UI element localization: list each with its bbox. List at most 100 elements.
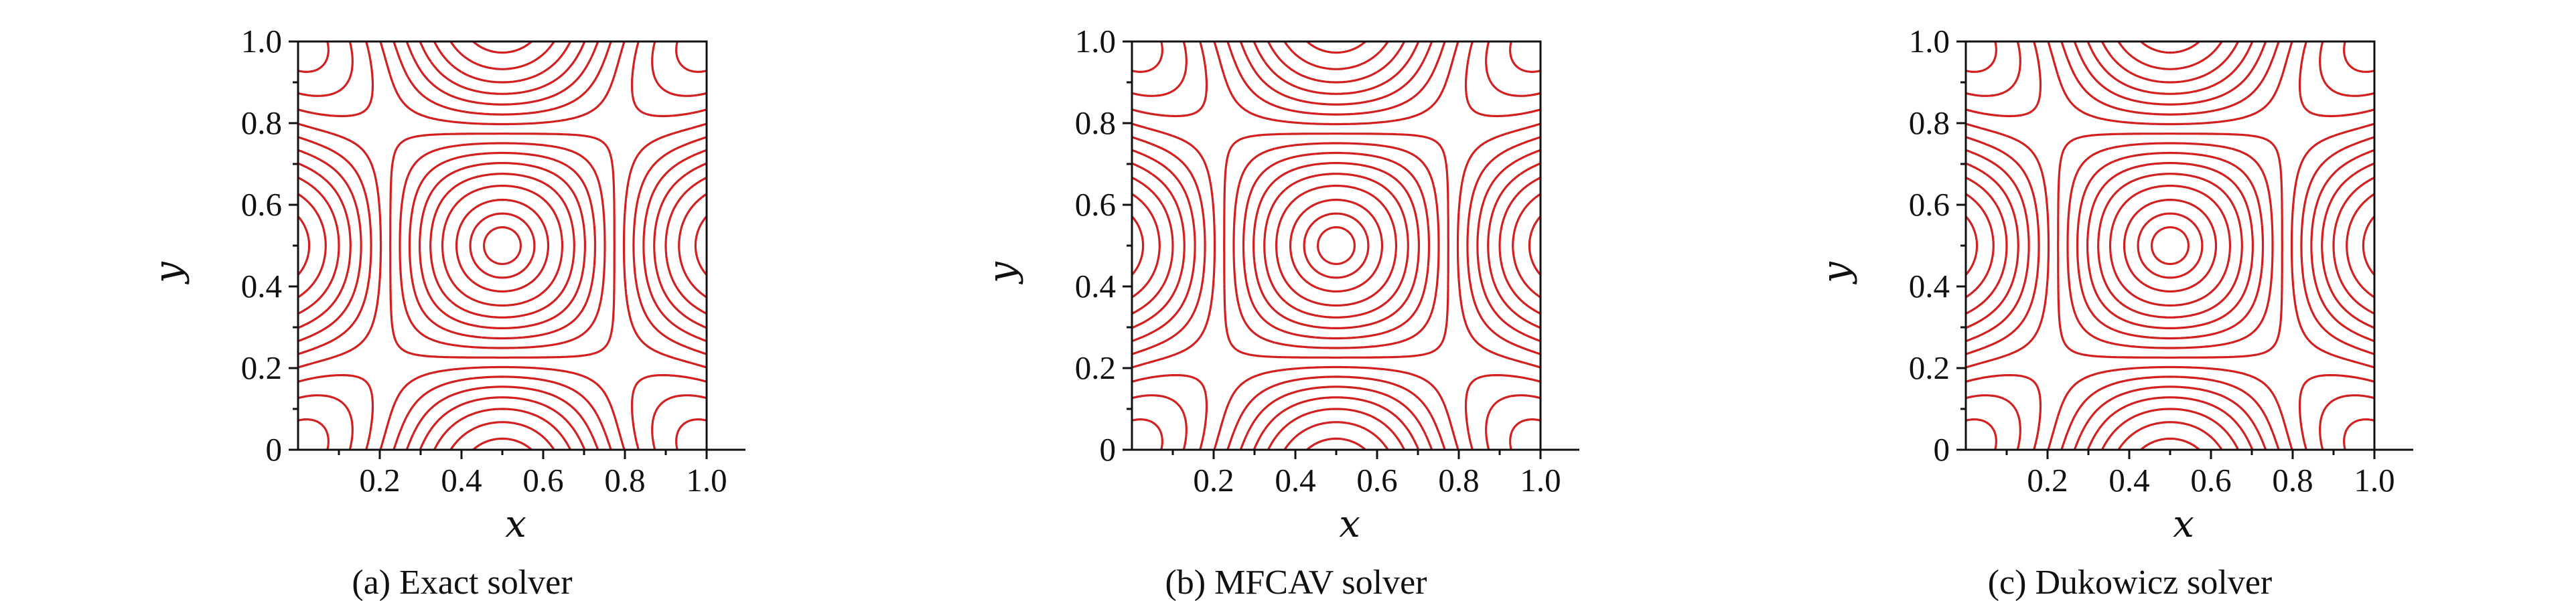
y-tick-label: 1.0: [1075, 23, 1116, 60]
x-tick-label: 1.0: [686, 462, 727, 499]
contour-line: [298, 41, 707, 450]
contour-line: [429, 173, 575, 319]
contour-line: [1132, 41, 1541, 450]
y-tick-label: 0.4: [1075, 268, 1116, 305]
x-tick-label: 0.2: [359, 462, 400, 499]
x-tick-label: 0.6: [522, 462, 563, 499]
contour-line: [1966, 41, 2374, 450]
x-tick-label: 1.0: [1520, 462, 1561, 499]
plot-frame: [1131, 40, 1542, 451]
contour-line: [441, 184, 564, 307]
contour-line: [1132, 41, 1541, 450]
x-tick-label: 0.4: [1275, 462, 1315, 499]
y-axis-title: y: [1814, 261, 1858, 285]
y-tick-label: 0.2: [241, 349, 282, 386]
x-tick-label: 0.8: [1438, 462, 1479, 499]
contour-line: [1263, 173, 1409, 319]
contour-line: [298, 41, 707, 450]
x-tick-label: 1.0: [2354, 462, 2394, 499]
x-axis-title: x: [2173, 503, 2194, 546]
contour-line: [1316, 226, 1356, 266]
contour-line: [298, 41, 707, 450]
y-tick-label: 0.6: [1075, 186, 1116, 223]
contour-line: [1966, 41, 2374, 450]
contour-line: [1289, 198, 1384, 293]
contour-line: [1253, 162, 1420, 329]
y-tick-label: 0: [266, 431, 283, 468]
contour-line: [482, 226, 522, 266]
contour-line: [469, 212, 536, 279]
contour-lines: [298, 41, 707, 450]
panel-caption: (a) Exact solver: [352, 564, 572, 601]
y-axis-title: y: [981, 261, 1024, 285]
y-tick-label: 0.8: [241, 104, 282, 141]
contour-line: [1132, 41, 1541, 450]
y-tick-label: 1.0: [241, 23, 282, 60]
contour-line: [298, 41, 707, 450]
panel-caption: (c) Dukowicz solver: [1988, 564, 2273, 601]
y-tick-label: 0.6: [241, 186, 282, 223]
contour-line: [298, 41, 707, 450]
x-axis-title: x: [1339, 503, 1360, 546]
contour-line: [455, 198, 550, 293]
contour-line: [298, 41, 707, 450]
contour-line: [1966, 41, 2374, 450]
contour-panel: 0.2 0.4 0.6 0.8 1.0 0 0.2 0.4 0.6 0.8 1.0 x y (c) Duk…: [1814, 23, 2413, 601]
contour-panel: 0.2 0.4 0.6 0.8 1.0 0 0.2 0.4 0.6 0.8 1.0 x y (b) MFC…: [981, 23, 1579, 601]
x-tick-label: 0.8: [2272, 462, 2313, 499]
x-axis-title: x: [505, 503, 526, 546]
y-tick-label: 0: [1100, 431, 1117, 468]
contour-line: [2086, 162, 2254, 329]
y-tick-label: 0.8: [1909, 104, 1950, 141]
contour-line: [1966, 41, 2374, 450]
x-tick-label: 0.4: [2108, 462, 2149, 499]
x-tick-label: 0.6: [1356, 462, 1397, 499]
contour-line: [2150, 226, 2190, 266]
contour-line: [1966, 41, 2374, 450]
y-tick-label: 0.4: [1909, 268, 1950, 305]
x-tick-label: 0.4: [441, 462, 482, 499]
contour-line: [2137, 212, 2204, 279]
contour-line: [1132, 41, 1541, 450]
contour-line: [298, 41, 707, 450]
y-tick-label: 0.2: [1909, 349, 1950, 386]
contour-line: [1132, 41, 1541, 450]
contour-panel: 0.2 0.4 0.6 0.8 1.0 0 0.2 0.4 0.6 0.8 1.0 x y (a) Exa…: [147, 23, 745, 601]
contour-line: [1966, 41, 2374, 450]
contour-line: [2108, 184, 2232, 307]
plot-frame: [1964, 40, 2376, 451]
y-tick-label: 0.2: [1075, 349, 1116, 386]
contour-line: [2097, 173, 2243, 319]
contour-line: [298, 41, 707, 450]
contour-lines: [1966, 41, 2374, 450]
contour-line: [1966, 41, 2374, 450]
panel-caption: (b) MFCAV solver: [1165, 564, 1427, 601]
y-tick-label: 0.8: [1075, 104, 1116, 141]
contour-line: [2123, 198, 2218, 293]
contour-line: [1303, 212, 1370, 279]
y-axis-title: y: [147, 261, 190, 285]
y-tick-label: 1.0: [1909, 23, 1950, 60]
contour-line: [1132, 41, 1541, 450]
contour-line: [419, 162, 586, 329]
plot-frame: [297, 40, 708, 451]
y-tick-label: 0.4: [241, 268, 282, 305]
contour-line: [298, 41, 707, 450]
contour-line: [1966, 41, 2374, 450]
contour-line: [1275, 184, 1398, 307]
x-tick-label: 0.2: [1193, 462, 1234, 499]
contour-line: [1132, 41, 1541, 450]
y-tick-label: 0.6: [1909, 186, 1950, 223]
x-tick-label: 0.2: [2027, 462, 2068, 499]
x-tick-label: 0.8: [604, 462, 645, 499]
contour-line: [1132, 41, 1541, 450]
contour-lines: [1132, 41, 1541, 450]
contour-line: [1966, 41, 2374, 450]
contour-line: [298, 41, 707, 450]
contour-line: [1132, 41, 1541, 450]
y-tick-label: 0: [1934, 431, 1950, 468]
contour-line: [1966, 41, 2374, 450]
contour-line: [1132, 41, 1541, 450]
x-tick-label: 0.6: [2190, 462, 2231, 499]
